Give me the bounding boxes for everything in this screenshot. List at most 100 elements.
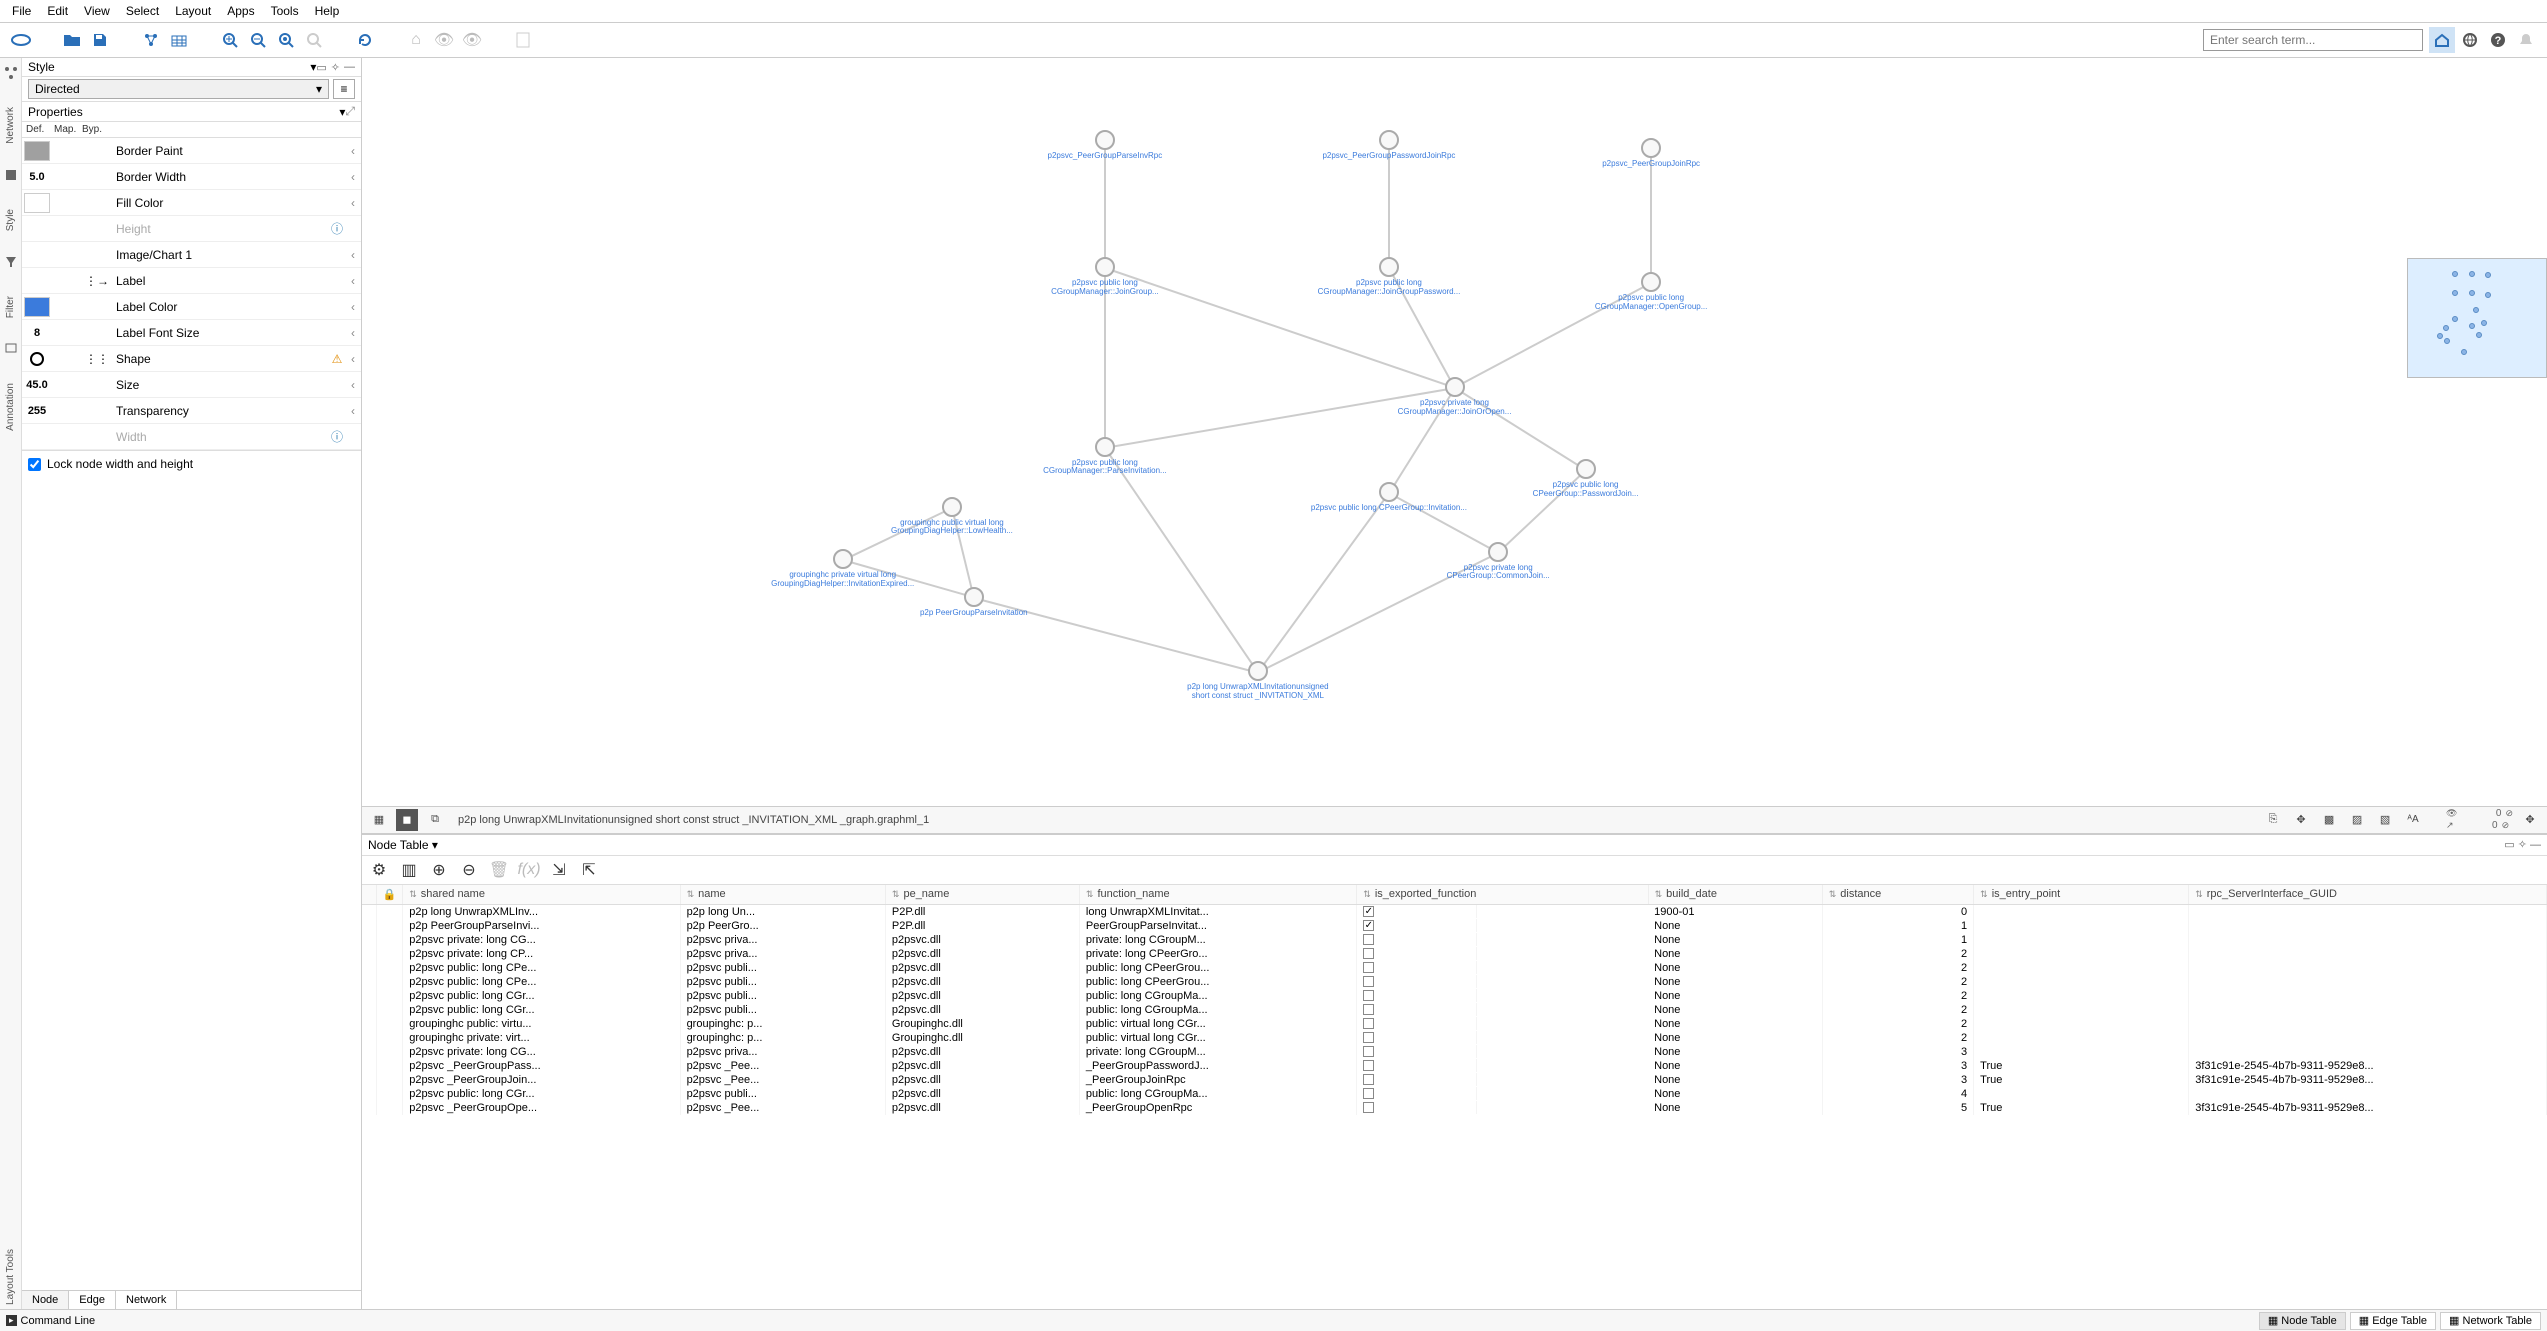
graph-node[interactable] (1248, 661, 1268, 681)
web-icon[interactable] (2457, 27, 2483, 53)
graph-node[interactable] (942, 497, 962, 517)
home-view-icon[interactable]: ⌂ (403, 27, 429, 53)
rail-style[interactable] (4, 168, 18, 185)
panel-minimize-icon[interactable]: — (344, 61, 355, 74)
graph-node[interactable] (1095, 130, 1115, 150)
grid-toggle-1-icon[interactable]: ▩ (2318, 809, 2340, 831)
rail-label-annotation[interactable]: Annotation (5, 379, 16, 435)
table-settings-icon[interactable]: ⚙ (368, 859, 390, 881)
zoom-in-icon[interactable] (217, 27, 243, 53)
rail-network[interactable] (4, 66, 18, 83)
prop-row-label[interactable]: ⋮→Label‹ (22, 268, 361, 294)
search-input[interactable] (2203, 29, 2423, 51)
graph-node[interactable] (964, 587, 984, 607)
prop-row-transparency[interactable]: 255Transparency‹ (22, 398, 361, 424)
help-icon[interactable]: ? (2485, 27, 2511, 53)
notifications-icon[interactable] (2513, 27, 2539, 53)
menu-select[interactable]: Select (118, 2, 167, 20)
style-tab-edge[interactable]: Edge (69, 1291, 116, 1309)
move-icon[interactable]: ✥ (2290, 809, 2312, 831)
prop-row-fill-color[interactable]: Fill Color‹ (22, 190, 361, 216)
lock-size-checkbox[interactable] (28, 458, 41, 471)
panel-float-icon[interactable]: ▭ (316, 61, 326, 74)
menu-tools[interactable]: Tools (263, 2, 307, 20)
bottom-tab-node-table[interactable]: ▦ Node Table (2259, 1312, 2346, 1330)
table-add-icon[interactable]: ⊕ (428, 859, 450, 881)
graph-node[interactable] (1488, 542, 1508, 562)
export-icon[interactable]: ⎘ (2262, 809, 2284, 831)
annotation-icon[interactable] (510, 27, 536, 53)
zoom-selected-icon[interactable] (301, 27, 327, 53)
menu-view[interactable]: View (76, 2, 118, 20)
toggle-panel-icon[interactable] (8, 27, 34, 53)
hide-icon[interactable]: 👁 (431, 27, 457, 53)
graph-node[interactable] (1379, 130, 1399, 150)
graph-type-select[interactable]: Directed▾ (28, 79, 329, 99)
reload-icon[interactable] (352, 27, 378, 53)
table-columns-icon[interactable]: ▥ (398, 859, 420, 881)
open-icon[interactable] (59, 27, 85, 53)
bottom-tab-network-table[interactable]: ▦ Network Table (2440, 1312, 2541, 1330)
rail-annotation[interactable] (4, 342, 18, 359)
save-icon[interactable] (87, 27, 113, 53)
menu-layout[interactable]: Layout (167, 2, 219, 20)
prop-row-image-chart-1[interactable]: Image/Chart 1‹ (22, 242, 361, 268)
zoom-fit-icon[interactable] (273, 27, 299, 53)
graph-type-menu-icon[interactable]: ≡ (333, 79, 355, 99)
grid-toggle-3-icon[interactable]: ▧ (2374, 809, 2396, 831)
table-fx-icon[interactable]: f(x) (518, 859, 540, 881)
rail-filter[interactable] (4, 255, 18, 272)
minimap[interactable] (2407, 258, 2547, 378)
home-icon[interactable] (2429, 27, 2455, 53)
graph-node[interactable] (1641, 138, 1661, 158)
prop-row-shape[interactable]: ⋮⋮Shape⚠‹ (22, 346, 361, 372)
graph-node[interactable] (1379, 257, 1399, 277)
prop-row-border-width[interactable]: 5.0Border Width‹ (22, 164, 361, 190)
prop-row-label-color[interactable]: Label Color‹ (22, 294, 361, 320)
detach-view-icon[interactable]: ⧉ (424, 809, 446, 831)
panel-options-icon[interactable]: ✧ (331, 61, 340, 74)
prop-row-label-font-size[interactable]: 8Label Font Size‹ (22, 320, 361, 346)
prop-row-height[interactable]: Heightⓘ (22, 216, 361, 242)
show-icon[interactable]: 👁 (459, 27, 485, 53)
rail-label-layout-tools[interactable]: Layout Tools (5, 1245, 16, 1309)
table-delete-icon[interactable]: 🗑 (488, 859, 510, 881)
import-table-icon[interactable] (166, 27, 192, 53)
prop-row-size[interactable]: 45.0Size‹ (22, 372, 361, 398)
fit-icon[interactable]: ✥ (2519, 809, 2541, 831)
node-table[interactable]: 🔒⇅shared name⇅name⇅pe_name⇅function_name… (362, 885, 2547, 1309)
graph-node[interactable] (1379, 482, 1399, 502)
menu-edit[interactable]: Edit (39, 2, 76, 20)
table-remove-icon[interactable]: ⊖ (458, 859, 480, 881)
table-export-icon[interactable]: ⇱ (578, 859, 600, 881)
rail-label-style[interactable]: Style (5, 205, 16, 235)
grid-view-icon[interactable]: ▦ (368, 809, 390, 831)
menu-apps[interactable]: Apps (219, 2, 262, 20)
prop-row-border-paint[interactable]: Border Paint‹ (22, 138, 361, 164)
menu-help[interactable]: Help (307, 2, 348, 20)
command-line-label[interactable]: Command Line (21, 1315, 96, 1327)
command-line-icon[interactable]: ▸ (6, 1315, 17, 1326)
graph-node[interactable] (1641, 272, 1661, 292)
table-import-icon[interactable]: ⇲ (548, 859, 570, 881)
grid-toggle-2-icon[interactable]: ▨ (2346, 809, 2368, 831)
bottom-tab-edge-table[interactable]: ▦ Edge Table (2350, 1312, 2436, 1330)
graph-node[interactable] (833, 549, 853, 569)
graph-title: p2p long UnwrapXMLInvitationunsigned sho… (452, 814, 2256, 826)
graph-node[interactable] (1095, 437, 1115, 457)
rail-label-filter[interactable]: Filter (5, 292, 16, 322)
style-tab-network[interactable]: Network (116, 1291, 177, 1309)
graph-node[interactable] (1445, 377, 1465, 397)
table-float-icon[interactable]: ▭ ✧ — (2504, 838, 2541, 851)
graph-node[interactable] (1576, 459, 1596, 479)
style-tab-node[interactable]: Node (22, 1291, 69, 1309)
menu-file[interactable]: File (4, 2, 39, 20)
graph-canvas[interactable]: p2psvc_PeerGroupParseInvRpcp2psvc_PeerGr… (362, 58, 2547, 806)
prop-row-width[interactable]: Widthⓘ (22, 424, 361, 450)
rail-label-network[interactable]: Network (5, 103, 16, 148)
import-network-icon[interactable] (138, 27, 164, 53)
graph-node[interactable] (1095, 257, 1115, 277)
annotation-text-icon[interactable]: ᴬA (2402, 809, 2424, 831)
single-view-icon[interactable]: ◼ (396, 809, 418, 831)
zoom-out-icon[interactable] (245, 27, 271, 53)
